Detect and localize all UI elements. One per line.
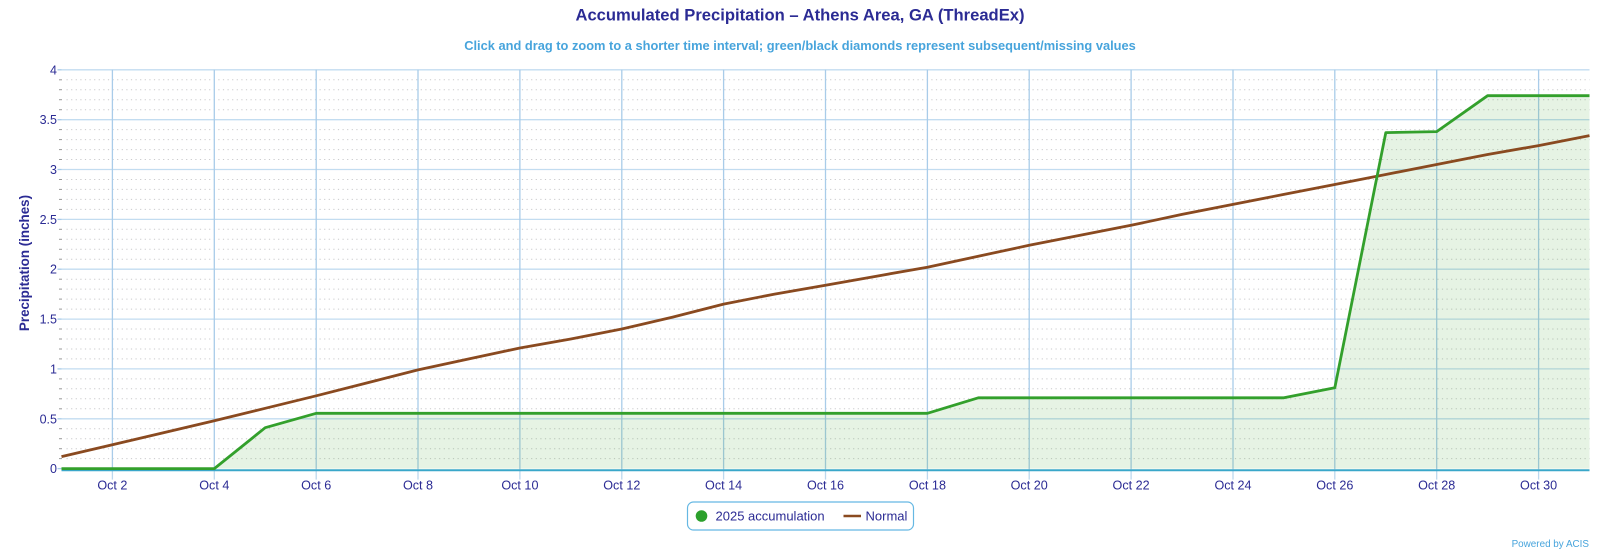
svg-text:Click and drag to zoom to a sh: Click and drag to zoom to a shorter time…: [464, 38, 1136, 53]
svg-text:4: 4: [50, 63, 57, 77]
svg-text:3.5: 3.5: [40, 113, 57, 127]
svg-text:Oct 20: Oct 20: [1011, 479, 1048, 493]
svg-text:2: 2: [50, 263, 57, 277]
svg-text:Oct 16: Oct 16: [807, 479, 844, 493]
svg-text:Oct 30: Oct 30: [1520, 479, 1557, 493]
svg-text:Accumulated Precipitation – At: Accumulated Precipitation – Athens Area,…: [575, 6, 1024, 25]
svg-text:2025 accumulation: 2025 accumulation: [716, 509, 825, 524]
svg-text:3: 3: [50, 163, 57, 177]
svg-text:Oct 22: Oct 22: [1113, 479, 1150, 493]
svg-text:1: 1: [50, 362, 57, 376]
svg-text:Oct 12: Oct 12: [603, 479, 640, 493]
svg-text:0.5: 0.5: [40, 412, 57, 426]
svg-text:Oct 18: Oct 18: [909, 479, 946, 493]
svg-text:Oct 2: Oct 2: [97, 479, 127, 493]
svg-text:Normal: Normal: [866, 509, 908, 524]
svg-text:Oct 4: Oct 4: [199, 479, 229, 493]
svg-text:Oct 24: Oct 24: [1214, 479, 1251, 493]
svg-text:Oct 26: Oct 26: [1316, 479, 1353, 493]
svg-text:Oct 8: Oct 8: [403, 479, 433, 493]
svg-text:2.5: 2.5: [40, 213, 57, 227]
svg-text:Powered by ACIS: Powered by ACIS: [1512, 539, 1590, 550]
svg-text:0: 0: [50, 462, 57, 476]
svg-text:Oct 14: Oct 14: [705, 479, 742, 493]
svg-text:Precipitation (inches): Precipitation (inches): [17, 195, 32, 331]
svg-text:Oct 28: Oct 28: [1418, 479, 1455, 493]
svg-text:Oct 6: Oct 6: [301, 479, 331, 493]
svg-text:1.5: 1.5: [40, 313, 57, 327]
svg-text:Oct 10: Oct 10: [501, 479, 538, 493]
